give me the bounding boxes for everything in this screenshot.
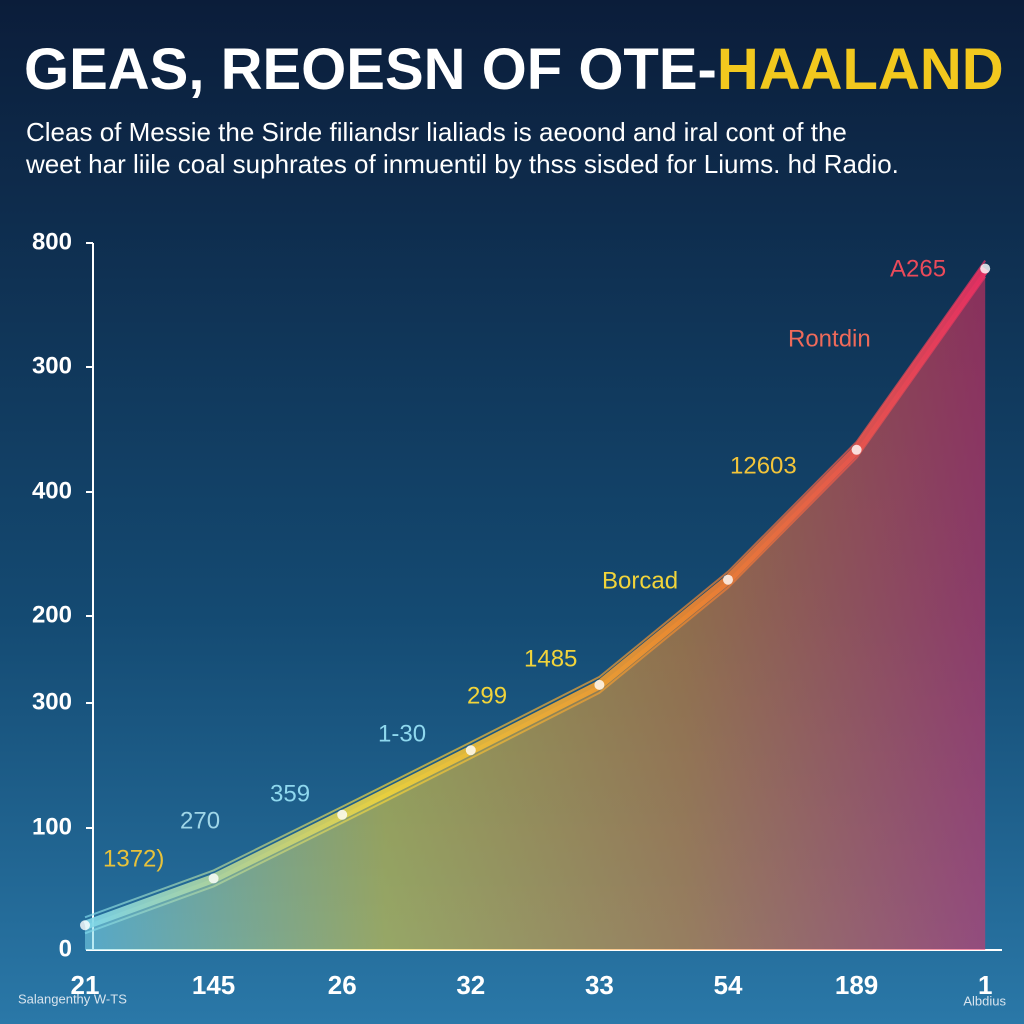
y-tick-label: 100 [32,813,72,840]
annotation: 1485 [524,645,577,672]
annotation: A265 [890,255,946,282]
annotation: 1372) [103,845,164,872]
y-tick-label: 800 [32,228,72,255]
point [851,444,862,455]
chart-title: GEAS, REOESN OF OTE-HAALAND [24,37,1004,102]
subtitle: Cleas of Messie the Sirde filiandsr lial… [26,117,847,147]
point [594,679,605,690]
y-tick-label: 0 [59,935,72,962]
x-tick-label: 189 [835,970,878,1000]
line-echo [84,260,987,919]
y-tick-label: 400 [32,477,72,504]
x-tick-label: 33 [585,970,614,1000]
annotation: 359 [270,780,310,807]
footer-left: Salangenthy W-TS [18,991,127,1006]
subtitle: weet har liile coal suphrates of inmuent… [25,149,899,179]
area [85,268,986,950]
annotation: Rontdin [788,325,871,352]
y-tick-label: 300 [32,352,72,379]
y-tick-label: 300 [32,688,72,715]
annotation: 1-30 [378,720,426,747]
x-tick-label: 54 [714,970,743,1000]
x-tick-label: 21 [71,970,100,1000]
point [980,263,991,274]
point [208,873,219,884]
point [337,809,348,820]
x-tick-label: 26 [328,970,357,1000]
x-tick-label: 145 [192,970,235,1000]
annotation: Borcad [602,567,678,594]
x-tick-label: 32 [456,970,485,1000]
title-highlight: HAALAND [717,37,1004,102]
line [83,266,989,930]
title-main: GEAS, REOESN OF OTE- [24,37,717,102]
point [723,574,733,585]
annotation: 270 [180,807,220,834]
footer-right: Albdius [963,993,1006,1008]
point [465,745,476,756]
line-echo [84,276,987,935]
point [80,920,90,931]
x-tick-label: 1 [978,970,992,1000]
y-tick-label: 200 [32,601,72,628]
annotation: 12603 [730,452,797,479]
annotation: 299 [467,682,507,709]
